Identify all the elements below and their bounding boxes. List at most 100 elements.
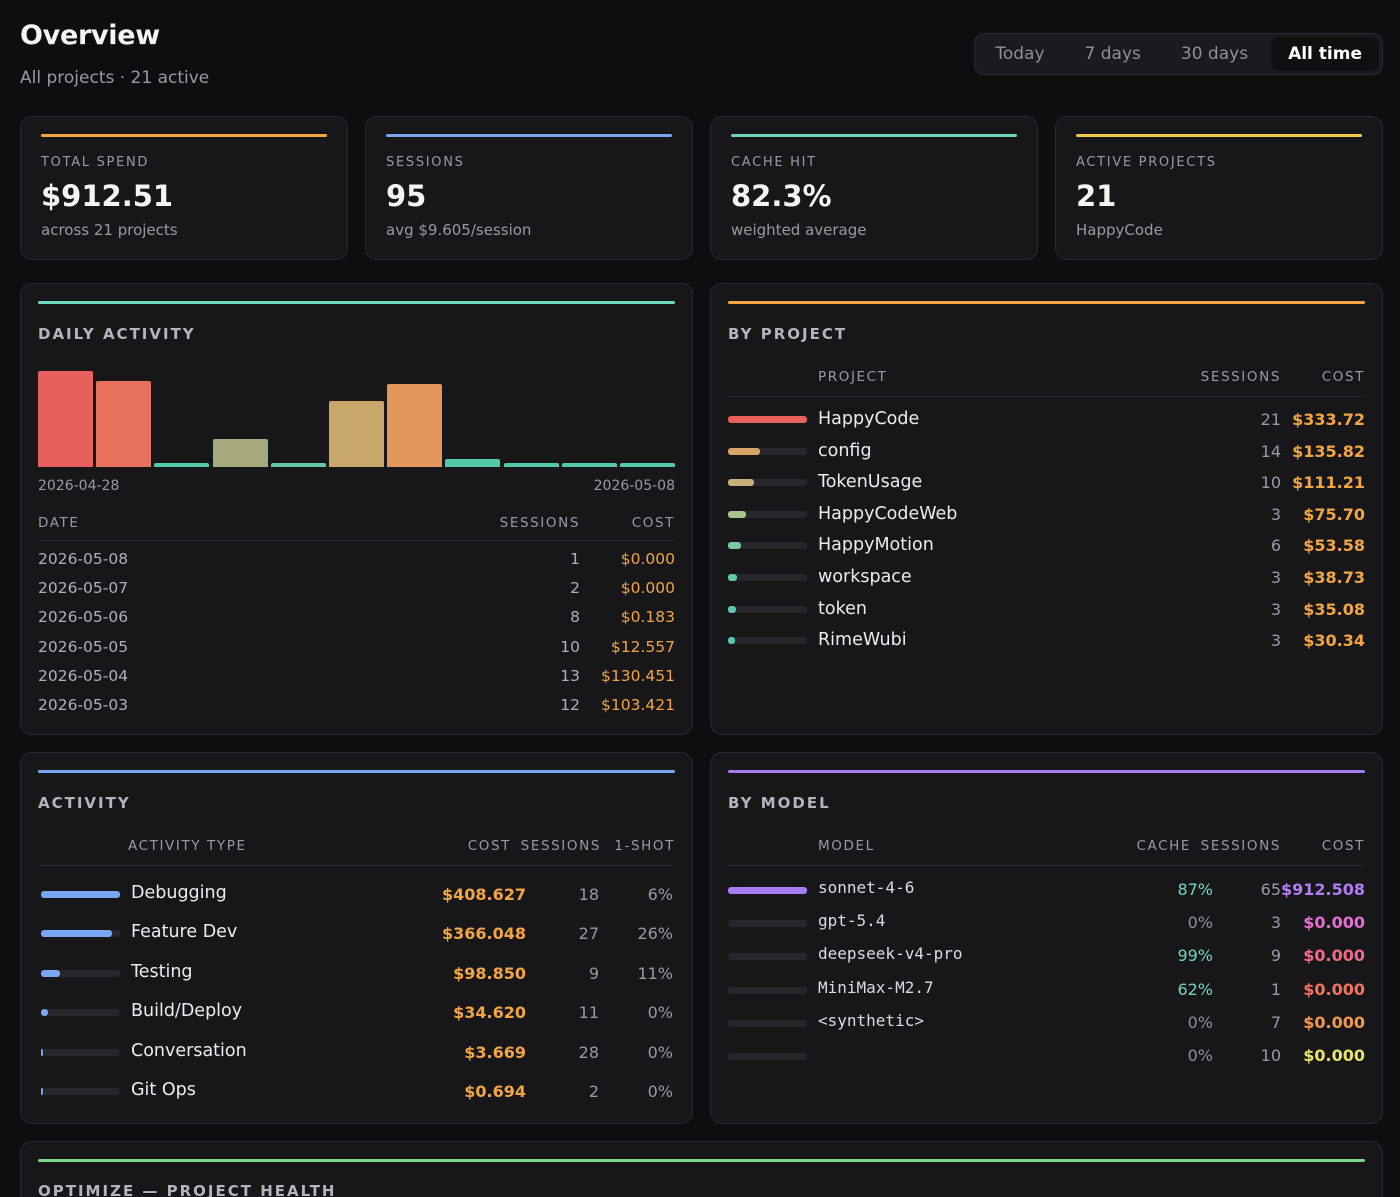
kpi-value: 21 (1076, 179, 1117, 213)
panel-title: BY MODEL (728, 794, 831, 812)
daily-bar[interactable] (154, 463, 210, 467)
daily-activity-chart (38, 371, 675, 467)
project-row[interactable]: workspace 3 $38.73 (728, 567, 1365, 598)
row-sessions: 2 (570, 579, 580, 598)
table-row[interactable]: 2026-05-03 12 $103.421 (38, 696, 675, 724)
range-tab-30-days[interactable]: 30 days (1180, 44, 1249, 64)
model-row[interactable]: deepseek-v4-pro 99% 9 $0.000 (728, 944, 1365, 976)
activity-row[interactable]: Build/Deploy $34.620 11 0% (38, 1001, 675, 1033)
axis-start-label: 2026-04-28 (38, 478, 120, 494)
model-cache-rate: 99% (1177, 946, 1213, 966)
project-name: HappyCode (818, 409, 920, 429)
kpi-card-active-projects: ACTIVE PROJECTS 21 HappyCode (1055, 116, 1383, 260)
model-row[interactable]: gpt-5.4 0% 3 $0.000 (728, 911, 1365, 943)
share-bar (728, 887, 807, 894)
project-sessions: 3 (1270, 568, 1281, 587)
project-sessions: 3 (1270, 599, 1281, 619)
range-tab-7-days[interactable]: 7 days (1084, 44, 1141, 64)
share-bar-fill (41, 930, 113, 938)
kpi-card-total-spend: TOTAL SPEND $912.51 across 21 projects (20, 116, 348, 260)
project-row[interactable]: RimeWubi 3 $30.34 (728, 630, 1365, 661)
model-cache-rate: 62% (1177, 979, 1213, 999)
activity-one-shot: 0% (647, 1082, 673, 1101)
column-header-one-shot: 1-SHOT (614, 838, 675, 854)
row-cost: $12.557 (610, 637, 675, 656)
share-bar-fill (728, 887, 807, 894)
activity-one-shot: 0% (647, 1042, 673, 1062)
model-row[interactable]: sonnet-4-6 87% 65 $912.508 (728, 878, 1365, 910)
range-tab-all-time[interactable]: All time (1271, 37, 1379, 71)
project-row[interactable]: HappyMotion 6 $53.58 (728, 535, 1365, 566)
row-date: 2026-05-06 (38, 608, 129, 627)
share-bar (728, 510, 807, 518)
column-header-model: MODEL (818, 838, 875, 854)
project-row[interactable]: token 3 $35.08 (728, 599, 1365, 630)
model-cache-rate: 0% (1187, 913, 1213, 933)
daily-bar[interactable] (561, 463, 617, 467)
daily-bar[interactable] (38, 371, 93, 467)
row-cost: $0.000 (620, 550, 675, 568)
share-bar (728, 416, 807, 423)
model-cost: $0.000 (1303, 1046, 1365, 1065)
project-row[interactable]: HappyCode 21 $333.72 (728, 409, 1365, 440)
project-name: TokenUsage (818, 472, 923, 493)
row-date: 2026-05-03 (38, 696, 129, 714)
daily-bar[interactable] (212, 438, 268, 467)
column-header-cache: CACHE (1136, 838, 1191, 854)
model-name: MiniMax-M2.7 (818, 977, 934, 997)
daily-bar[interactable] (387, 383, 443, 467)
activity-row[interactable]: Feature Dev $366.048 27 26% (38, 922, 675, 954)
project-row[interactable]: config 14 $135.82 (728, 441, 1365, 472)
activity-name: Feature Dev (131, 922, 238, 943)
project-sessions: 3 (1270, 631, 1281, 651)
daily-bar[interactable] (445, 458, 501, 467)
model-row[interactable]: MiniMax-M2.7 62% 1 $0.000 (728, 977, 1365, 1010)
daily-bar[interactable] (96, 380, 152, 467)
table-row[interactable]: 2026-05-04 13 $130.451 (38, 667, 675, 695)
model-sessions: 3 (1270, 913, 1281, 933)
project-name: workspace (818, 567, 912, 587)
kpi-subtext: weighted average (731, 221, 867, 239)
share-bar (728, 542, 807, 550)
daily-bar[interactable] (620, 463, 675, 467)
model-sessions: 10 (1260, 1046, 1281, 1065)
activity-panel: ACTIVITY ACTIVITY TYPE COST SESSIONS 1-S… (20, 752, 693, 1124)
project-cost: $53.58 (1303, 536, 1365, 556)
activity-row[interactable]: Conversation $3.669 28 0% (38, 1041, 675, 1073)
kpi-label: ACTIVE PROJECTS (1076, 155, 1217, 170)
table-row[interactable]: 2026-05-05 10 $12.557 (38, 638, 675, 666)
range-tab-today[interactable]: Today (995, 44, 1045, 64)
activity-name: Git Ops (131, 1080, 196, 1100)
kpi-label: TOTAL SPEND (41, 155, 150, 170)
table-row[interactable]: 2026-05-07 2 $0.000 (38, 579, 675, 607)
column-header-cost: COST (1321, 838, 1365, 854)
activity-row[interactable]: Git Ops $0.694 2 0% (38, 1080, 675, 1112)
panel-accent-line (38, 1159, 1365, 1162)
daily-bar[interactable] (503, 463, 559, 467)
activity-row[interactable]: Debugging $408.627 18 6% (38, 883, 675, 915)
table-row[interactable]: 2026-05-08 1 $0.000 (38, 550, 675, 578)
activity-sessions: 27 (578, 924, 599, 944)
activity-one-shot: 26% (637, 924, 673, 944)
kpi-label: SESSIONS (386, 155, 465, 170)
table-row[interactable]: 2026-05-06 8 $0.183 (38, 608, 675, 636)
project-cost: $111.21 (1292, 473, 1365, 493)
column-header-project: PROJECT (818, 369, 888, 385)
share-bar-fill (728, 637, 736, 645)
model-row[interactable]: 0% 10 $0.000 (728, 1046, 1365, 1076)
kpi-accent-line (41, 134, 327, 137)
daily-bar[interactable] (329, 400, 384, 467)
activity-row[interactable]: Testing $98.850 9 11% (38, 962, 675, 994)
column-header-date: DATE (38, 515, 80, 531)
model-sessions: 7 (1270, 1012, 1281, 1032)
share-bar-fill (728, 416, 807, 423)
activity-sessions: 11 (578, 1003, 599, 1023)
panel-title: DAILY ACTIVITY (38, 325, 196, 343)
model-row[interactable]: <synthetic> 0% 7 $0.000 (728, 1011, 1365, 1043)
activity-cost: $98.850 (453, 963, 526, 983)
project-row[interactable]: HappyCodeWeb 3 $75.70 (728, 504, 1365, 535)
project-cost: $38.73 (1303, 568, 1365, 587)
project-row[interactable]: TokenUsage 10 $111.21 (728, 472, 1365, 503)
model-name: deepseek-v4-pro (818, 944, 963, 964)
daily-bar[interactable] (270, 463, 326, 467)
